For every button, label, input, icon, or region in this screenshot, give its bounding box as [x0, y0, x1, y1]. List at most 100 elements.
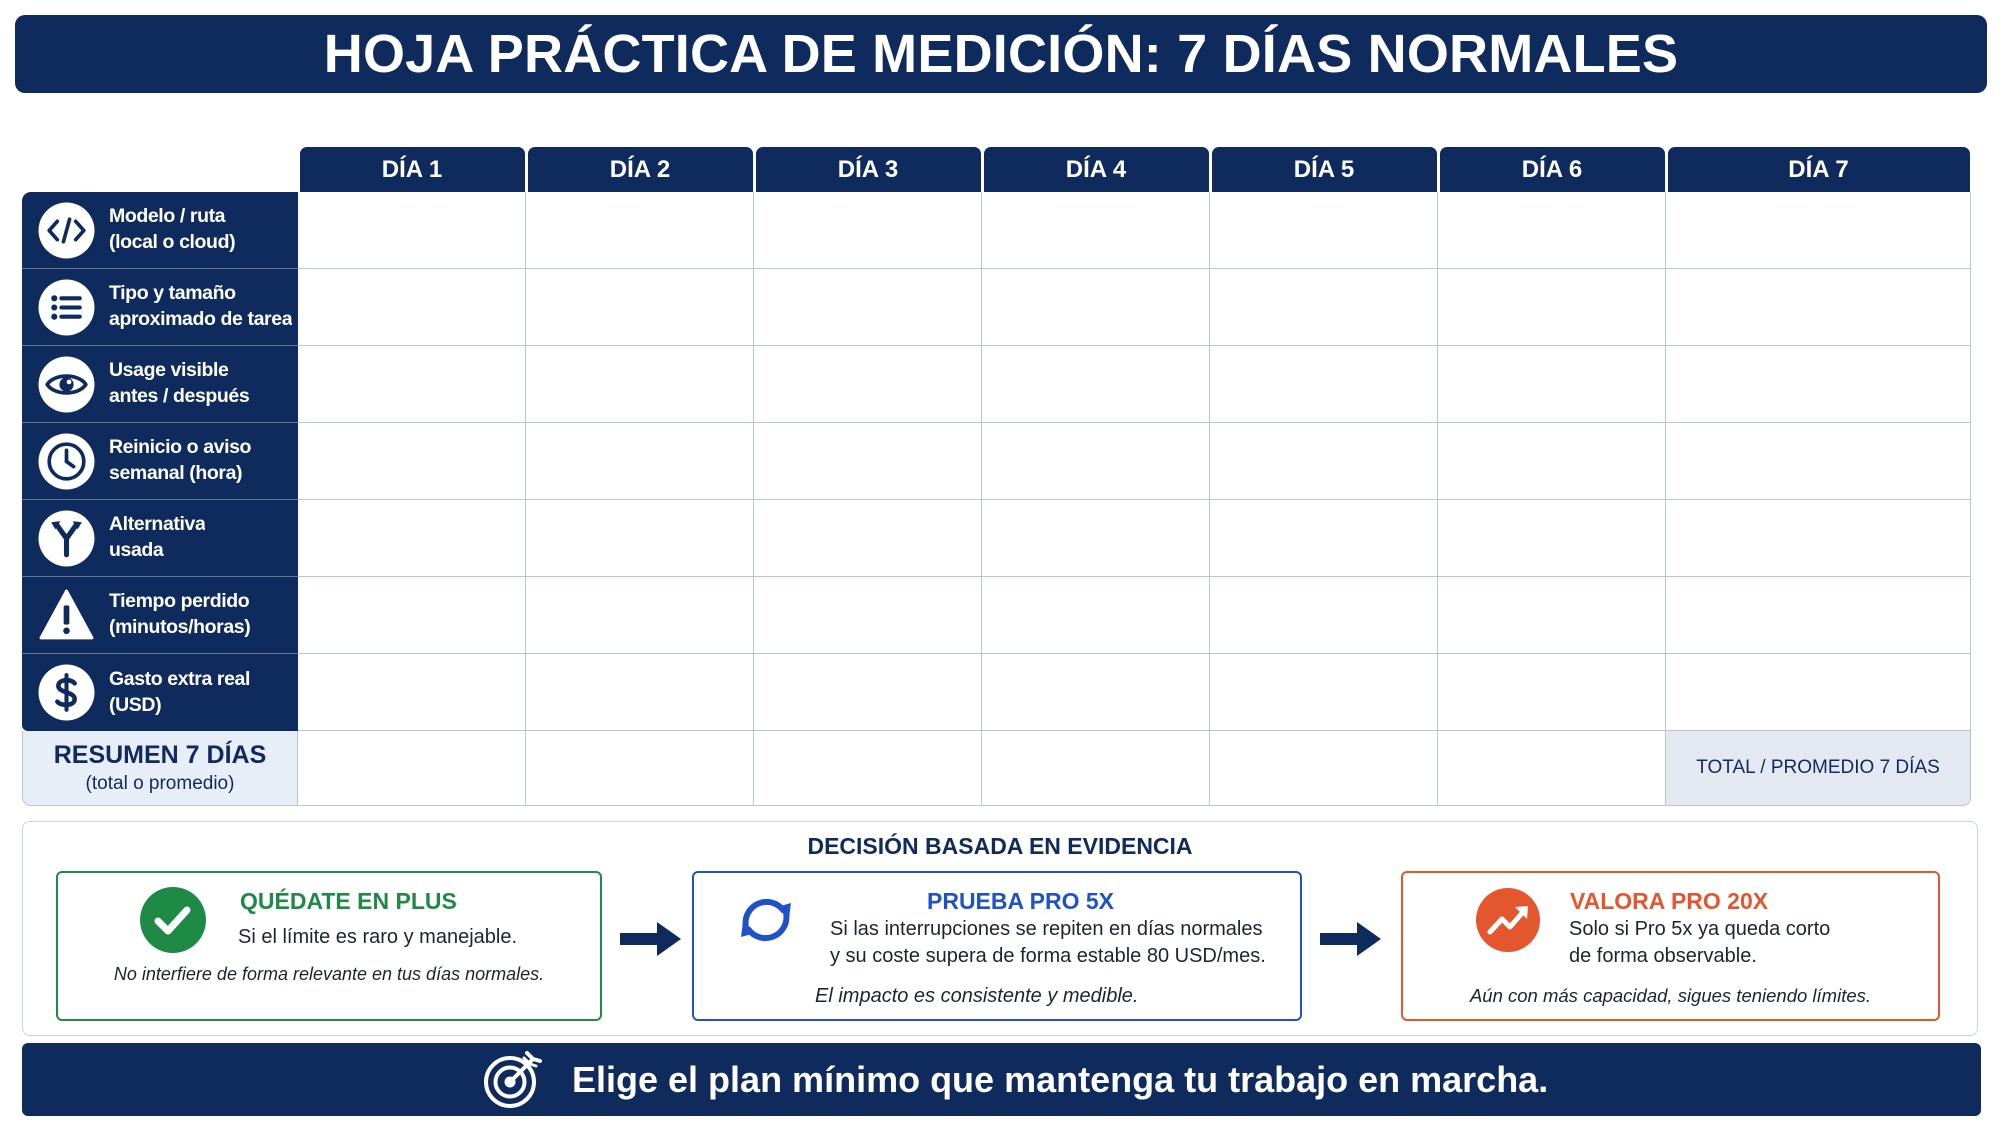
cell-row5-day3 [754, 500, 982, 577]
cell-row3-day4 [982, 346, 1210, 423]
trending-up-icon [1475, 887, 1541, 953]
clock-icon [38, 433, 95, 490]
option-note: Aún con más capacidad, sigues teniendo l… [1469, 985, 1872, 1006]
option-text: Solo si Pro 5x ya queda corto [1569, 918, 1831, 940]
decision-section: DECISIÓN BASADA EN EVIDENCIA QUÉDATE EN … [22, 821, 1978, 1036]
cell-row6-day1 [298, 577, 526, 654]
option-title: QUÉDATE EN PLUS [240, 888, 457, 914]
warning-icon [38, 587, 95, 644]
row-label-line: Modelo / ruta [109, 205, 226, 228]
cell-row6-day4 [982, 577, 1210, 654]
check-circle-icon [139, 886, 207, 954]
dollar-icon [38, 664, 95, 721]
cell-row2-day2 [526, 269, 754, 346]
cell-row4-day5 [1210, 423, 1438, 500]
day-header-4: DÍA 4 [983, 147, 1209, 192]
title-bar: HOJA PRÁCTICA DE MEDICIÓN: 7 DÍAS NORMAL… [15, 15, 1987, 93]
eye-icon [38, 356, 95, 413]
cell-row1-day7 [1666, 192, 1971, 269]
row-label-3: Usage visible antes / después [22, 346, 298, 423]
cell-row7-day4 [982, 654, 1210, 731]
cell-row1-day1 [298, 192, 526, 269]
row-label-text: Gasto extra real (USD) [109, 667, 250, 718]
row-label-line: Tipo y tamaño [109, 282, 236, 305]
footer-message: Elige el plan mínimo que mantenga tu tra… [572, 1058, 1549, 1100]
cell-row5-day7 [1666, 500, 1971, 577]
row-label-2: Tipo y tamaño aproximado de tarea [22, 269, 298, 346]
option-title: VALORA PRO 20X [1570, 888, 1769, 914]
cell-row7-day6 [1438, 654, 1666, 731]
cell-row7-day2 [526, 654, 754, 731]
row-label-text: Tipo y tamaño aproximado de tarea [109, 281, 292, 332]
summary-title: RESUMEN 7 DÍAS [53, 741, 267, 769]
summary-subtitle: (total o promedio) [85, 773, 235, 794]
cell-row1-day5 [1210, 192, 1438, 269]
row-label-line: Usage visible [109, 359, 229, 382]
cell-row7-day7 [1666, 654, 1971, 731]
summary-cell-day1 [298, 731, 526, 806]
row-label-5: Alternativa usada [22, 500, 298, 577]
row-label-line: aproximado de tarea [109, 308, 293, 330]
cell-row5-day5 [1210, 500, 1438, 577]
cell-row3-day1 [298, 346, 526, 423]
row-label-1: Modelo / ruta (local o cloud) [22, 192, 298, 269]
list-icon [38, 279, 95, 336]
cell-row5-day1 [298, 500, 526, 577]
row-label-line: antes / después [109, 385, 250, 407]
cell-row4-day2 [526, 423, 754, 500]
cell-row1-day4 [982, 192, 1210, 269]
summary-label: RESUMEN 7 DÍAS (total o promedio) [22, 731, 298, 806]
table-corner [22, 147, 298, 192]
target-icon [480, 1048, 544, 1112]
cell-row4-day4 [982, 423, 1210, 500]
day-header-3: DÍA 3 [755, 147, 981, 192]
cell-row3-day7 [1666, 346, 1971, 423]
row-label-line: Reinicio o aviso [109, 436, 252, 459]
option-text: Si el límite es raro y manejable. [238, 926, 518, 948]
cell-row6-day3 [754, 577, 982, 654]
cell-row6-day5 [1210, 577, 1438, 654]
option-text: y su coste supera de forma estable 80 US… [830, 945, 1266, 967]
row-label-line: (minutos/horas) [109, 616, 251, 638]
cell-row2-day4 [982, 269, 1210, 346]
option-card-consider-pro-20x: VALORA PRO 20X Solo si Pro 5x ya queda c… [1401, 871, 1940, 1021]
arrow-right-icon [620, 920, 681, 958]
cell-row6-day2 [526, 577, 754, 654]
summary-cell-day2 [526, 731, 754, 806]
cell-row1-day3 [754, 192, 982, 269]
code-icon [38, 202, 95, 259]
day-header-2: DÍA 2 [527, 147, 753, 192]
cell-row2-day1 [298, 269, 526, 346]
cell-row4-day1 [298, 423, 526, 500]
cell-row3-day2 [526, 346, 754, 423]
summary-total-cell: TOTAL / PROMEDIO 7 DÍAS [1666, 731, 1971, 806]
decision-title: DECISIÓN BASADA EN EVIDENCIA [807, 833, 1193, 859]
summary-cell-day6 [1438, 731, 1666, 806]
row-label-line: Tiempo perdido [109, 590, 250, 613]
cell-row2-day6 [1438, 269, 1666, 346]
cell-row4-day7 [1666, 423, 1971, 500]
row-label-6: Tiempo perdido (minutos/horas) [22, 577, 298, 654]
day-header-7: DÍA 7 [1667, 147, 1970, 192]
cell-row2-day3 [754, 269, 982, 346]
footer-banner: Elige el plan mínimo que mantenga tu tra… [22, 1043, 1981, 1116]
row-label-line: Alternativa [109, 513, 206, 536]
cell-row1-day6 [1438, 192, 1666, 269]
row-label-text: Modelo / ruta (local o cloud) [109, 204, 235, 255]
cell-row5-day4 [982, 500, 1210, 577]
row-label-line: (local o cloud) [109, 231, 236, 253]
cell-row4-day6 [1438, 423, 1666, 500]
option-text: Si las interrupciones se repiten en días… [830, 918, 1263, 940]
summary-cell-day4 [982, 731, 1210, 806]
measurement-table: DÍA 1 DÍA 2 DÍA 3 DÍA 4 DÍA 5 DÍA 6 DÍA 7 Model… [22, 147, 1971, 806]
row-label-text: Tiempo perdido (minutos/horas) [109, 589, 250, 640]
cell-row6-day7 [1666, 577, 1971, 654]
summary-cell-day5 [1210, 731, 1438, 806]
cell-row6-day6 [1438, 577, 1666, 654]
cell-row2-day5 [1210, 269, 1438, 346]
row-label-text: Reinicio o aviso semanal (hora) [109, 435, 251, 486]
cell-row7-day5 [1210, 654, 1438, 731]
row-label-text: Usage visible antes / después [109, 358, 249, 409]
row-label-line: usada [109, 539, 164, 561]
